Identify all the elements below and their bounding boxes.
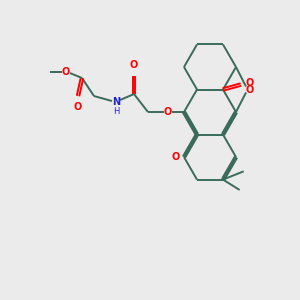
Text: O: O xyxy=(164,107,172,117)
Text: O: O xyxy=(246,77,254,88)
Text: O: O xyxy=(62,67,70,77)
Text: O: O xyxy=(246,85,254,94)
Text: O: O xyxy=(172,152,180,162)
Text: O: O xyxy=(130,60,138,70)
Text: H: H xyxy=(113,106,119,116)
Text: O: O xyxy=(74,102,82,112)
Text: N: N xyxy=(112,97,120,107)
